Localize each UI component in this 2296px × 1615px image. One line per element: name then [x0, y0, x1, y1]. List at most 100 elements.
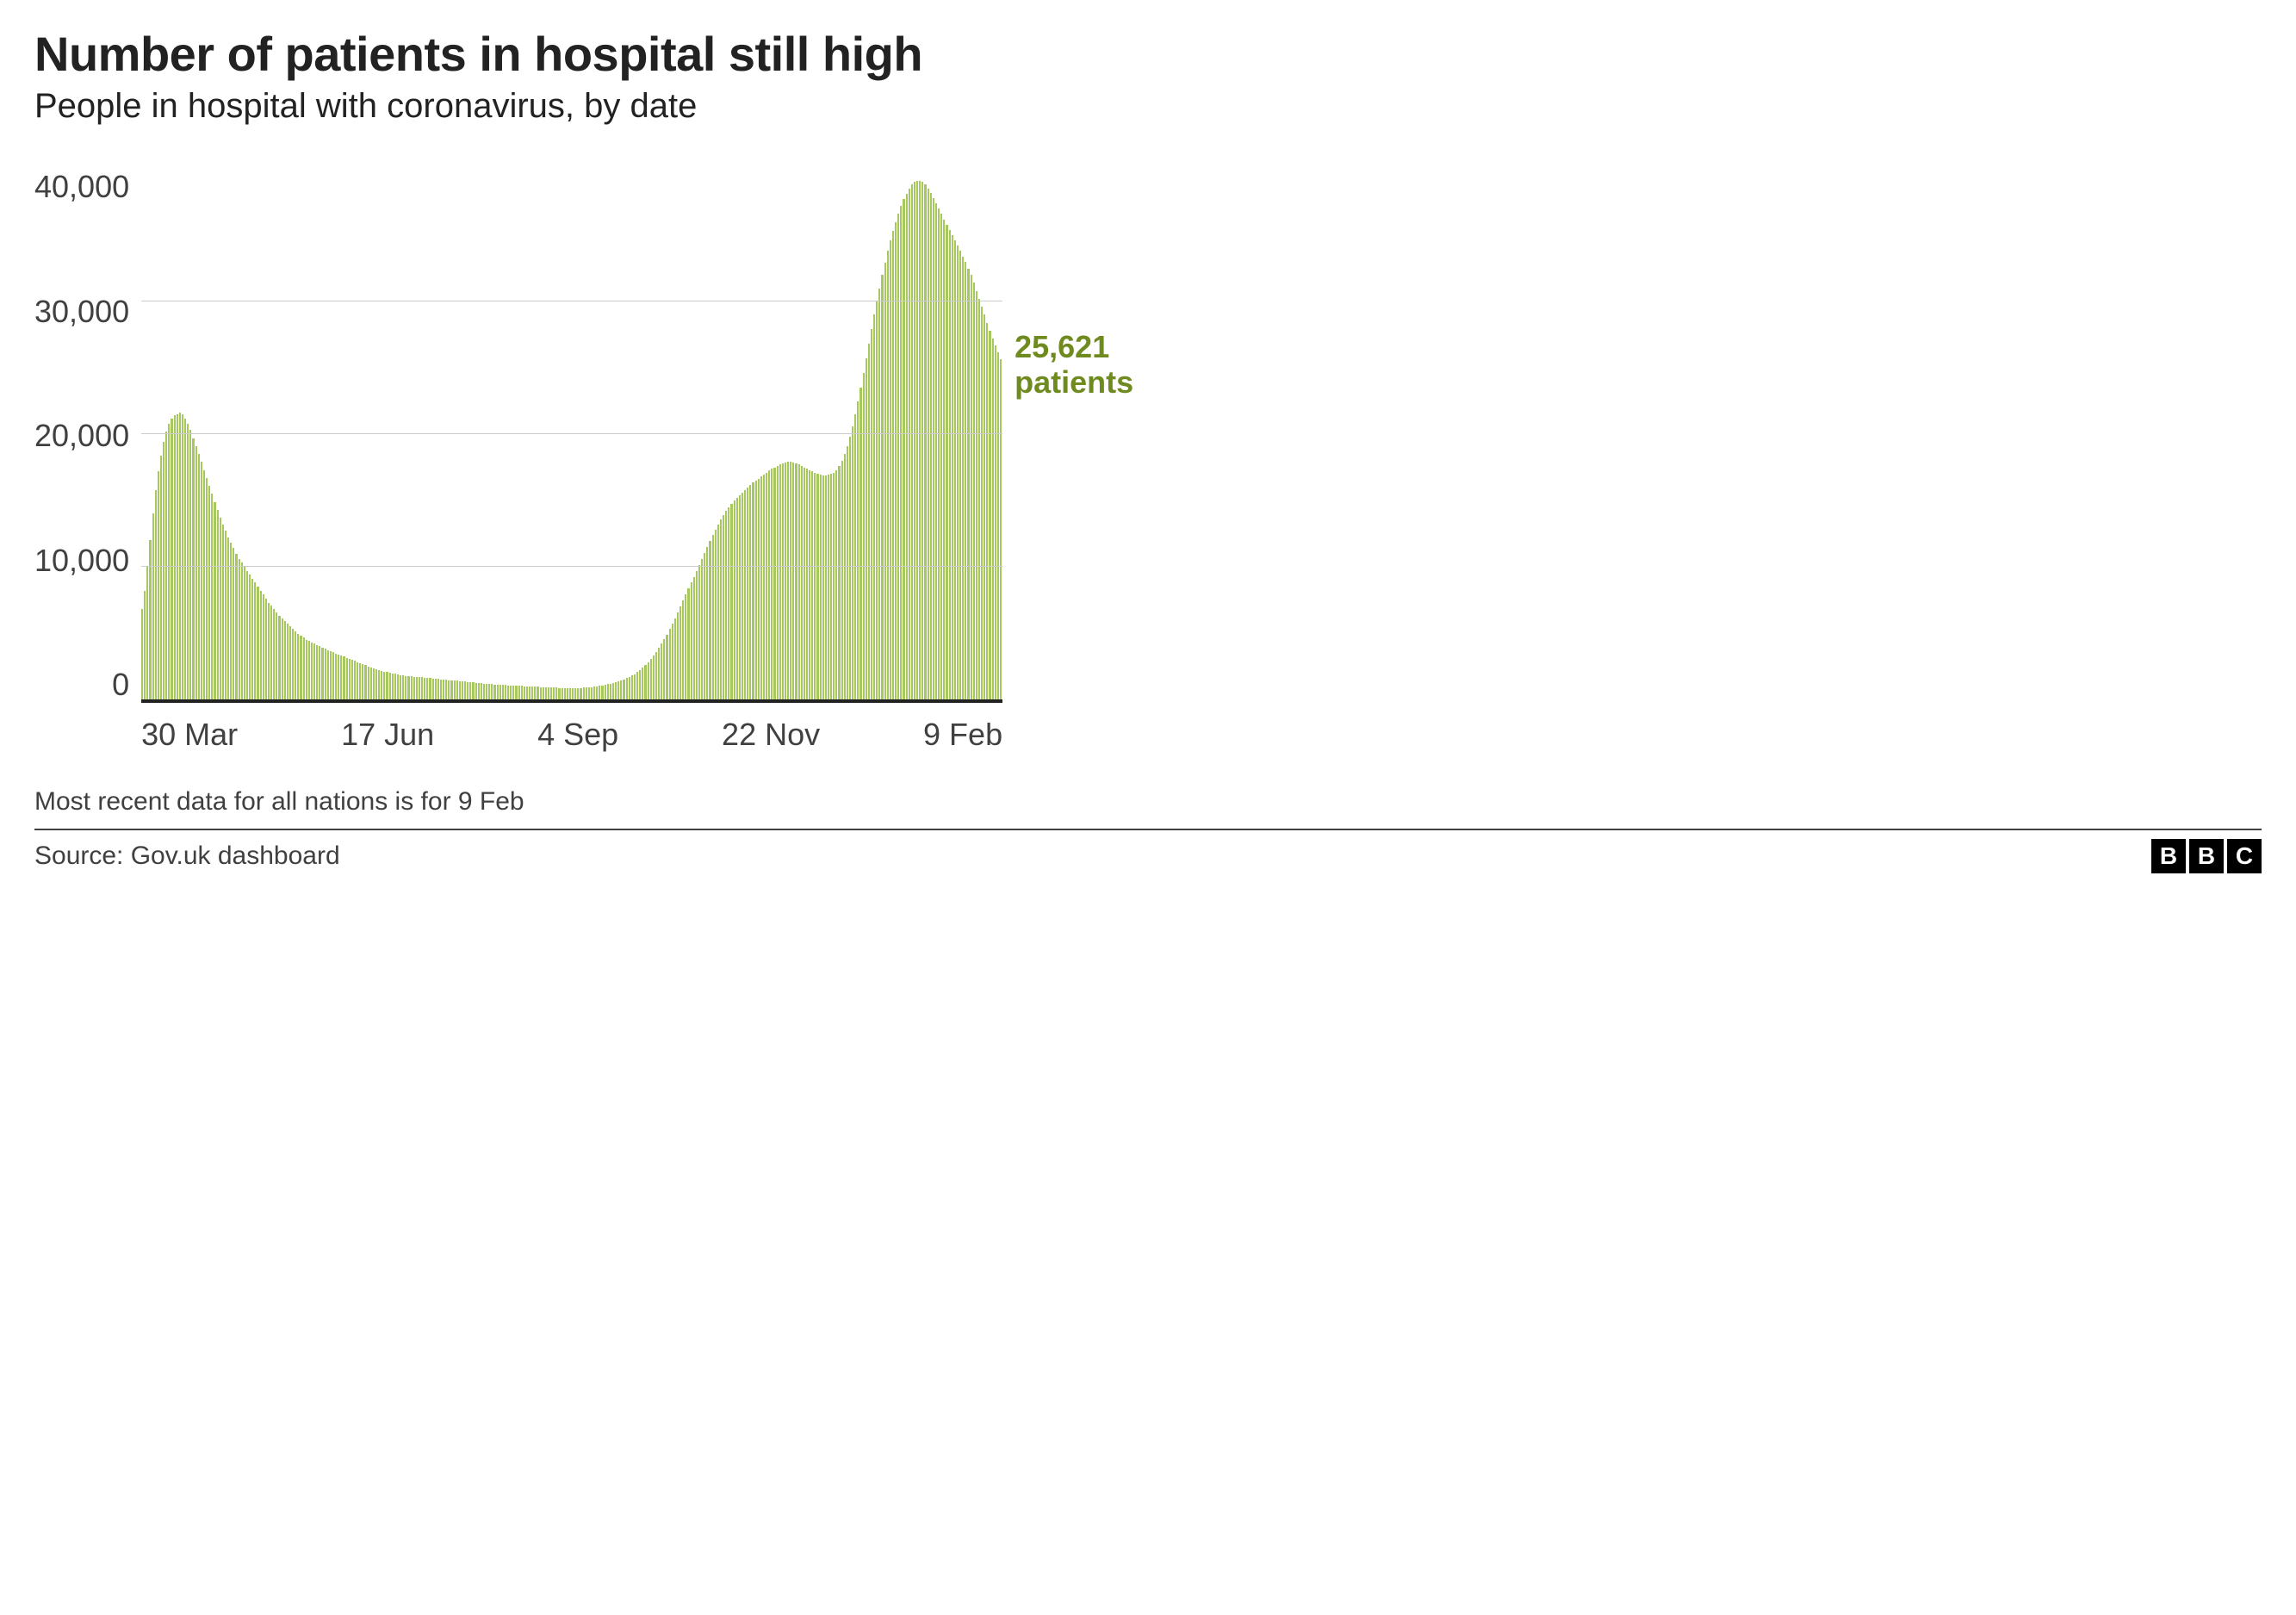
- bar: [163, 442, 164, 699]
- bar: [386, 672, 388, 699]
- bar: [217, 510, 219, 699]
- bar: [254, 582, 256, 699]
- bar: [909, 189, 910, 699]
- bar: [343, 656, 344, 699]
- bar: [437, 679, 439, 699]
- x-axis: 30 Mar17 Jun4 Sep22 Nov9 Feb: [141, 703, 1002, 753]
- x-tick-label: 30 Mar: [141, 717, 238, 753]
- bar: [469, 682, 471, 699]
- bar: [601, 686, 603, 699]
- bar: [895, 222, 897, 699]
- bar: [141, 609, 143, 699]
- bar: [890, 240, 891, 699]
- bar: [201, 462, 202, 699]
- bar: [605, 685, 606, 699]
- bar: [321, 648, 323, 699]
- bar: [580, 688, 581, 699]
- bar: [798, 464, 800, 699]
- bar: [704, 553, 705, 699]
- bar: [583, 687, 585, 699]
- bar: [610, 684, 611, 699]
- bar: [493, 685, 495, 699]
- bar: [155, 490, 157, 699]
- bar: [472, 682, 474, 699]
- bar: [997, 352, 999, 699]
- bar: [876, 301, 878, 699]
- bar: [308, 641, 310, 699]
- bar: [696, 571, 698, 699]
- bbc-logo-letter: C: [2227, 839, 2262, 873]
- bar: [766, 473, 767, 699]
- bar: [884, 263, 886, 699]
- bar: [782, 463, 784, 699]
- bar: [569, 688, 571, 699]
- bar: [319, 646, 320, 699]
- last-value-annotation: 25,621 patients: [1002, 329, 1133, 401]
- bar: [268, 603, 270, 699]
- bar: [792, 463, 794, 699]
- bars-group: [141, 169, 1002, 699]
- bar: [177, 414, 178, 699]
- bar: [454, 680, 456, 699]
- bar: [717, 525, 719, 699]
- bar: [857, 401, 859, 700]
- bar: [620, 680, 622, 699]
- bar: [642, 668, 643, 699]
- bar: [648, 662, 649, 699]
- bar: [327, 650, 329, 699]
- bar: [171, 419, 172, 699]
- bar: [593, 686, 595, 699]
- bar: [736, 498, 738, 699]
- bar: [273, 609, 275, 699]
- bar: [669, 629, 671, 699]
- y-tick-label: 30,000: [34, 294, 129, 330]
- chart-note: Most recent data for all nations is for …: [34, 787, 2262, 829]
- bar: [773, 468, 775, 700]
- bar: [239, 559, 240, 699]
- bar: [464, 681, 466, 699]
- bar: [720, 519, 722, 699]
- bar: [828, 475, 829, 699]
- y-tick-label: 0: [112, 667, 129, 703]
- bar: [368, 667, 369, 700]
- bar: [636, 672, 638, 699]
- bar: [174, 415, 176, 699]
- bar: [152, 513, 154, 699]
- bar: [952, 235, 953, 699]
- bar: [940, 214, 942, 699]
- bar: [562, 688, 563, 699]
- bar: [911, 184, 913, 699]
- bar: [666, 635, 667, 699]
- bar: [450, 680, 452, 699]
- bar: [545, 687, 547, 699]
- bar: [330, 651, 332, 699]
- bar: [715, 530, 717, 699]
- bar: [830, 474, 832, 699]
- bar: [755, 481, 757, 699]
- bar: [491, 684, 493, 699]
- bar: [617, 681, 619, 699]
- bar: [841, 461, 843, 699]
- bar: [524, 686, 525, 699]
- gridline: [141, 566, 1002, 567]
- bar: [591, 687, 593, 699]
- bar: [835, 470, 837, 699]
- bar: [644, 665, 646, 699]
- bar: [574, 688, 576, 699]
- bar: [795, 463, 797, 699]
- bar: [518, 686, 520, 699]
- bar: [946, 225, 947, 699]
- bar: [661, 643, 662, 699]
- bar: [537, 686, 538, 699]
- chart-title: Number of patients in hospital still hig…: [34, 26, 2262, 82]
- bar: [397, 674, 399, 699]
- bar: [486, 684, 487, 699]
- y-tick-label: 40,000: [34, 169, 129, 205]
- bar: [316, 645, 318, 699]
- bar: [526, 686, 528, 699]
- bar: [693, 577, 695, 699]
- bar: [749, 485, 751, 699]
- bar: [588, 687, 590, 699]
- bar: [502, 685, 504, 699]
- bar: [995, 345, 996, 699]
